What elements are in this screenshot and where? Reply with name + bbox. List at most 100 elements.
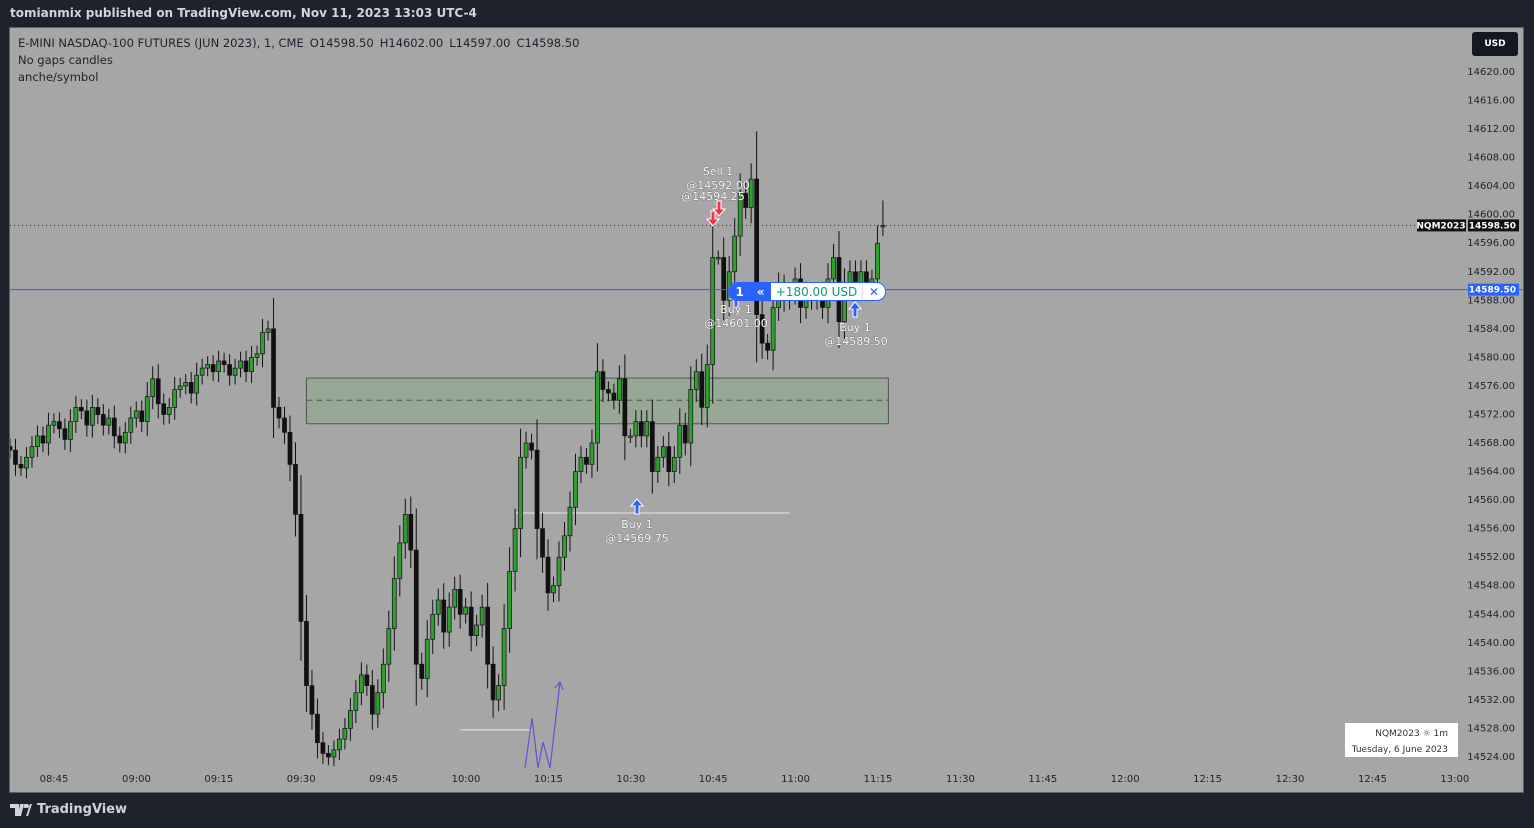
x-icon[interactable]: ✕ bbox=[862, 284, 885, 299]
bull-candle-body bbox=[194, 374, 200, 394]
bull-candle-body bbox=[633, 421, 639, 437]
bull-candle-body bbox=[660, 446, 666, 458]
candle bbox=[100, 404, 106, 436]
price-tick-label: 14616.00 bbox=[1467, 96, 1515, 107]
candle bbox=[435, 588, 441, 626]
bull-candle-body bbox=[452, 588, 458, 608]
candle bbox=[474, 614, 479, 647]
candle bbox=[106, 408, 112, 435]
price-tick-label: 14528.00 bbox=[1467, 723, 1515, 734]
candle bbox=[529, 433, 534, 460]
candle bbox=[551, 576, 556, 603]
position-pnl: +180.00 USD bbox=[775, 284, 858, 299]
indicator-label[interactable]: No gaps candles bbox=[18, 53, 113, 67]
candle bbox=[463, 597, 469, 624]
symbol-info-box: NQM2023 ☼ 1m Tuesday, 6 June 2023 bbox=[1345, 723, 1458, 757]
price-tick-label: 14540.00 bbox=[1467, 638, 1515, 649]
bull-candle-body bbox=[875, 242, 880, 280]
bull-candle-body bbox=[122, 431, 128, 444]
buy-arrow-icon bbox=[629, 498, 645, 515]
last-price-tag bbox=[1468, 219, 1519, 232]
candle bbox=[715, 250, 721, 265]
bear-candle-body bbox=[408, 514, 414, 551]
candle bbox=[51, 413, 57, 434]
candle bbox=[737, 173, 743, 257]
time-tick-label: 12:15 bbox=[1193, 774, 1222, 785]
bear-candle-body bbox=[18, 464, 24, 469]
candle bbox=[282, 406, 287, 444]
bull-candle-body bbox=[677, 424, 683, 458]
bear-candle-body bbox=[699, 371, 705, 408]
bull-candle-body bbox=[46, 424, 51, 444]
candle bbox=[584, 448, 589, 474]
bear-candle-body bbox=[468, 606, 474, 637]
candle bbox=[441, 583, 447, 649]
symbol-title[interactable]: E-MINI NASDAQ-100 FUTURES (JUN 2023), 1,… bbox=[18, 36, 304, 50]
candle bbox=[408, 496, 414, 568]
bear-candle-body bbox=[139, 410, 145, 422]
candle bbox=[95, 398, 101, 424]
bull-candle-body bbox=[556, 556, 562, 587]
indicator-label-2[interactable]: anche/symbol bbox=[18, 70, 99, 84]
candle bbox=[331, 740, 337, 767]
candle bbox=[46, 412, 51, 456]
bull-candle-body bbox=[265, 328, 271, 333]
bear-candle-body bbox=[210, 364, 216, 373]
bull-candle-body bbox=[128, 417, 134, 433]
candle bbox=[293, 442, 298, 537]
info-date: Tuesday, 6 June 2023 bbox=[1351, 745, 1448, 755]
time-tick-label: 11:15 bbox=[864, 774, 893, 785]
time-tick-label: 11:00 bbox=[781, 774, 810, 785]
publish-info: tomianmix published on TradingView.com, … bbox=[10, 6, 477, 20]
candle bbox=[24, 446, 29, 479]
bear-candle-body bbox=[13, 449, 18, 465]
candle bbox=[29, 436, 35, 468]
bear-candle-body bbox=[485, 606, 490, 665]
bear-candle-body bbox=[540, 528, 545, 558]
candle bbox=[144, 382, 150, 437]
bull-candle-body bbox=[73, 406, 79, 422]
bull-candle-body bbox=[479, 606, 485, 626]
bull-candle-body bbox=[375, 692, 381, 715]
candle bbox=[177, 377, 183, 398]
position-widget[interactable]: 1 « +180.00 USD ✕ bbox=[728, 282, 886, 301]
candle bbox=[337, 728, 342, 761]
bull-candle-body bbox=[430, 613, 436, 640]
price-tick-label: 14596.00 bbox=[1467, 238, 1515, 249]
footer-brand[interactable]: TradingView bbox=[10, 802, 127, 817]
time-tick-label: 11:30 bbox=[946, 774, 975, 785]
candle bbox=[485, 582, 490, 689]
bear-candle-body bbox=[765, 342, 770, 351]
candle bbox=[271, 298, 276, 439]
bear-candle-body bbox=[622, 378, 628, 437]
bear-candle-body bbox=[545, 556, 551, 594]
candle bbox=[205, 356, 210, 377]
double-chevron-left-icon[interactable]: « bbox=[756, 284, 765, 299]
bear-candle-body bbox=[309, 685, 315, 715]
bull-candle-body bbox=[232, 367, 238, 376]
bear-candle-body bbox=[320, 742, 326, 754]
time-tick-label: 12:00 bbox=[1111, 774, 1140, 785]
candle bbox=[172, 377, 178, 420]
price-tick-label: 14588.00 bbox=[1467, 295, 1515, 306]
candle bbox=[68, 409, 73, 452]
candle bbox=[353, 680, 359, 724]
candle bbox=[216, 350, 221, 383]
candle bbox=[413, 508, 419, 706]
candle bbox=[183, 374, 189, 395]
candle bbox=[611, 383, 617, 410]
buy-price-label: @14601.00 bbox=[704, 317, 768, 330]
bull-candle-body bbox=[133, 410, 139, 419]
bull-candle-body bbox=[68, 421, 73, 440]
price-tick-label: 14524.00 bbox=[1467, 752, 1515, 763]
bear-candle-body bbox=[315, 713, 320, 744]
currency-button[interactable]: USD bbox=[1472, 32, 1518, 56]
price-tick-label: 14564.00 bbox=[1467, 467, 1515, 478]
price-tick-label: 14548.00 bbox=[1467, 581, 1515, 592]
bear-candle-body bbox=[682, 424, 688, 444]
bull-candle-body bbox=[166, 406, 172, 415]
bear-candle-body bbox=[743, 192, 749, 208]
symbol-price-tag bbox=[1417, 219, 1466, 232]
bear-candle-body bbox=[276, 406, 282, 419]
